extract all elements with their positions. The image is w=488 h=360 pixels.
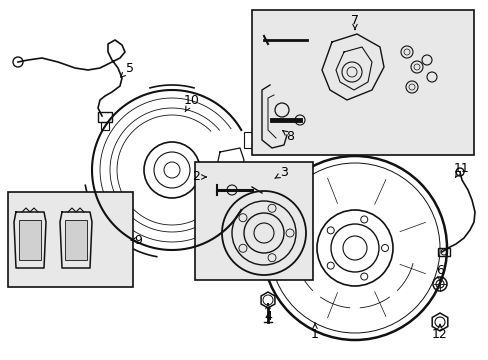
Bar [98, 112, 112, 122]
Text: 1: 1 [310, 323, 318, 342]
Text: 3: 3 [274, 166, 287, 180]
Bar [19, 220, 41, 260]
Text: 12: 12 [431, 324, 447, 342]
Text: 6: 6 [435, 264, 443, 281]
Bar [437, 248, 449, 256]
Text: 8: 8 [282, 130, 293, 143]
Bar [8, 192, 133, 287]
Polygon shape [431, 313, 447, 331]
Text: 11: 11 [453, 162, 469, 177]
Polygon shape [261, 292, 274, 308]
Text: 10: 10 [183, 94, 200, 112]
Bar [101, 122, 109, 130]
Bar [244, 132, 262, 148]
Bar [65, 220, 87, 260]
Text: 5: 5 [121, 62, 134, 77]
Text: 9: 9 [131, 234, 142, 247]
Bar [195, 162, 312, 280]
Bar [251, 10, 473, 155]
Bar [244, 192, 262, 208]
Text: 7: 7 [350, 13, 358, 30]
Text: 2: 2 [192, 171, 205, 184]
Text: 4: 4 [264, 304, 271, 323]
